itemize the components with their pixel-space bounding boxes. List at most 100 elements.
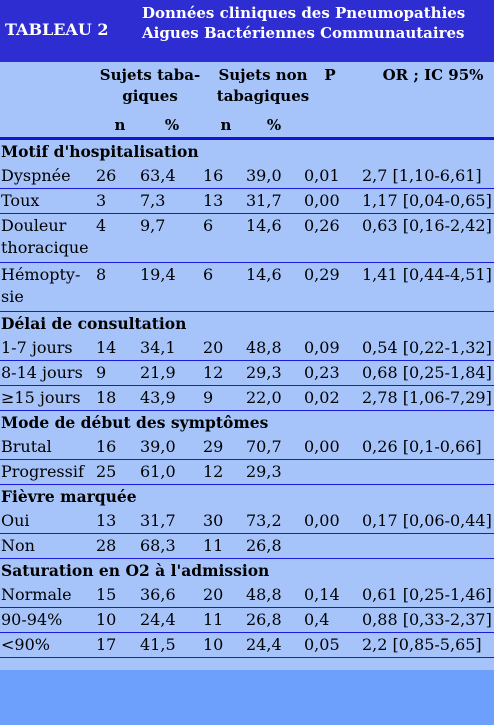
header-rule xyxy=(0,137,494,140)
row-separator xyxy=(0,558,494,559)
cell-pct-nonsmokers: 29,3 xyxy=(246,462,282,481)
cell-pct-nonsmokers: 73,2 xyxy=(246,511,282,530)
section-heading: Motif d'hospitalisation xyxy=(1,142,199,161)
cell-n-nonsmokers: 20 xyxy=(203,338,224,357)
row-label: Hémopty-sie xyxy=(1,265,81,306)
cell-odds-ratio: 1,41 [0,44-4,51] xyxy=(362,265,492,284)
cell-odds-ratio: 2,78 [1,06-7,29] xyxy=(362,388,492,407)
table-row: Brutal 16 39,0 29 70,7 0,00 0,26 [0,1-0,66] xyxy=(0,435,494,459)
header-n-nonsmokers: n xyxy=(220,116,232,134)
cell-n-nonsmokers: 12 xyxy=(203,363,224,382)
row-label: Non xyxy=(1,536,35,555)
cell-n-smokers: 26 xyxy=(96,166,117,185)
header-nonsmokers: Sujets non tabagiques xyxy=(213,65,313,107)
cell-n-smokers: 14 xyxy=(96,338,117,357)
row-label: Toux xyxy=(1,191,40,210)
cell-p-value: 0,09 xyxy=(304,338,340,357)
cell-n-smokers: 25 xyxy=(96,462,117,481)
table-row: Dyspnée 26 63,4 16 39,0 0,01 2,7 [1,10-6,61] xyxy=(0,164,494,188)
row-separator xyxy=(0,607,494,608)
cell-n-nonsmokers: 29 xyxy=(203,437,224,456)
header-pct-nonsmokers: % xyxy=(266,116,282,134)
cell-n-smokers: 9 xyxy=(96,363,107,382)
header-n-smokers: n xyxy=(114,116,126,134)
cell-n-smokers: 28 xyxy=(96,536,117,555)
cell-odds-ratio: 0,26 [0,1-0,66] xyxy=(362,437,482,456)
cell-p-value: 0,4 xyxy=(304,610,330,629)
table-number: TABLEAU 2 xyxy=(5,20,109,39)
row-separator xyxy=(0,410,494,411)
header-nonsmokers-line-2: tabagiques xyxy=(216,87,310,105)
cell-n-nonsmokers: 9 xyxy=(203,388,214,407)
cell-pct-nonsmokers: 29,3 xyxy=(246,363,282,382)
cell-p-value: 0,14 xyxy=(304,585,340,604)
row-separator xyxy=(0,657,494,658)
table-title-bar: TABLEAU 2 Données cliniques des Pneumopa… xyxy=(0,0,494,62)
cell-pct-nonsmokers: 48,8 xyxy=(246,338,282,357)
table-row: Toux 3 7,3 13 31,7 0,00 1,17 [0,04-0,65] xyxy=(0,189,494,213)
cell-p-value: 0,01 xyxy=(304,166,340,185)
row-separator xyxy=(0,213,494,214)
cell-pct-nonsmokers: 14,6 xyxy=(246,265,282,284)
table-title: Données cliniques des Pneumopathies Aigu… xyxy=(142,3,465,43)
cell-pct-nonsmokers: 70,7 xyxy=(246,437,282,456)
row-separator xyxy=(0,188,494,189)
row-label: Dyspnée xyxy=(1,166,71,185)
cell-p-value: 0,00 xyxy=(304,437,340,456)
cell-n-nonsmokers: 12 xyxy=(203,462,224,481)
header-smokers-line-1: Sujets taba- xyxy=(99,66,201,84)
cell-pct-smokers: 9,7 xyxy=(140,216,166,235)
cell-odds-ratio: 0,54 [0,22-1,32] xyxy=(362,338,492,357)
row-label: Oui xyxy=(1,511,30,530)
cell-pct-smokers: 36,6 xyxy=(140,585,176,604)
table-row: Hémopty-sie 8 19,4 6 14,6 0,29 1,41 [0,44-4,51… xyxy=(0,263,494,311)
table-title-line-1: Données cliniques des Pneumopathies xyxy=(142,4,466,22)
table-row: 8-14 jours 9 21,9 12 29,3 0,23 0,68 [0,25-1,84… xyxy=(0,361,494,385)
header-or: OR ; IC 95% xyxy=(382,66,484,84)
cell-odds-ratio: 0,63 [0,16-2,42] xyxy=(362,216,492,235)
header-pct-smokers: % xyxy=(164,116,180,134)
table-row: Progressif 25 61,0 12 29,3 xyxy=(0,460,494,484)
cell-odds-ratio: 0,61 [0,25-1,46] xyxy=(362,585,492,604)
row-separator xyxy=(0,533,494,534)
cell-p-value: 0,02 xyxy=(304,388,340,407)
cell-pct-smokers: 41,5 xyxy=(140,635,176,654)
cell-pct-smokers: 19,4 xyxy=(140,265,176,284)
row-label: Brutal xyxy=(1,437,52,456)
cell-p-value: 0,05 xyxy=(304,635,340,654)
row-separator xyxy=(0,385,494,386)
row-separator xyxy=(0,262,494,263)
cell-n-nonsmokers: 6 xyxy=(203,265,214,284)
cell-pct-smokers: 7,3 xyxy=(140,191,166,210)
row-label: Douleur thoracique xyxy=(1,216,89,257)
cell-pct-smokers: 34,1 xyxy=(140,338,176,357)
row-label: <90% xyxy=(1,635,50,654)
row-label: Progressif xyxy=(1,462,84,481)
cell-pct-smokers: 68,3 xyxy=(140,536,176,555)
footer-band xyxy=(0,670,494,725)
cell-pct-smokers: 39,0 xyxy=(140,437,176,456)
header-p: P xyxy=(324,66,336,84)
table-row: Normale 15 36,6 20 48,8 0,14 0,61 [0,25-1,46] xyxy=(0,583,494,607)
row-separator xyxy=(0,459,494,460)
section-heading: Saturation en O2 à l'admission xyxy=(1,561,270,580)
cell-n-smokers: 3 xyxy=(96,191,107,210)
row-label: Normale xyxy=(1,585,72,604)
row-label: 90-94% xyxy=(1,610,63,629)
cell-n-smokers: 8 xyxy=(96,265,107,284)
row-separator xyxy=(0,360,494,361)
row-label: 8-14 jours xyxy=(1,363,83,382)
header-nonsmokers-line-1: Sujets non xyxy=(218,66,308,84)
row-separator xyxy=(0,311,494,312)
cell-pct-smokers: 21,9 xyxy=(140,363,176,382)
cell-p-value: 0,26 xyxy=(304,216,340,235)
cell-pct-nonsmokers: 14,6 xyxy=(246,216,282,235)
cell-pct-nonsmokers: 26,8 xyxy=(246,536,282,555)
cell-n-smokers: 10 xyxy=(96,610,117,629)
cell-n-smokers: 16 xyxy=(96,437,117,456)
cell-p-value: 0,00 xyxy=(304,511,340,530)
table-row: <90% 17 41,5 10 24,4 0,05 2,2 [0,85-5,65] xyxy=(0,633,494,657)
cell-n-nonsmokers: 6 xyxy=(203,216,214,235)
table-title-line-2: Aigues Bactériennes Communautaires xyxy=(142,24,465,42)
cell-n-nonsmokers: 10 xyxy=(203,635,224,654)
